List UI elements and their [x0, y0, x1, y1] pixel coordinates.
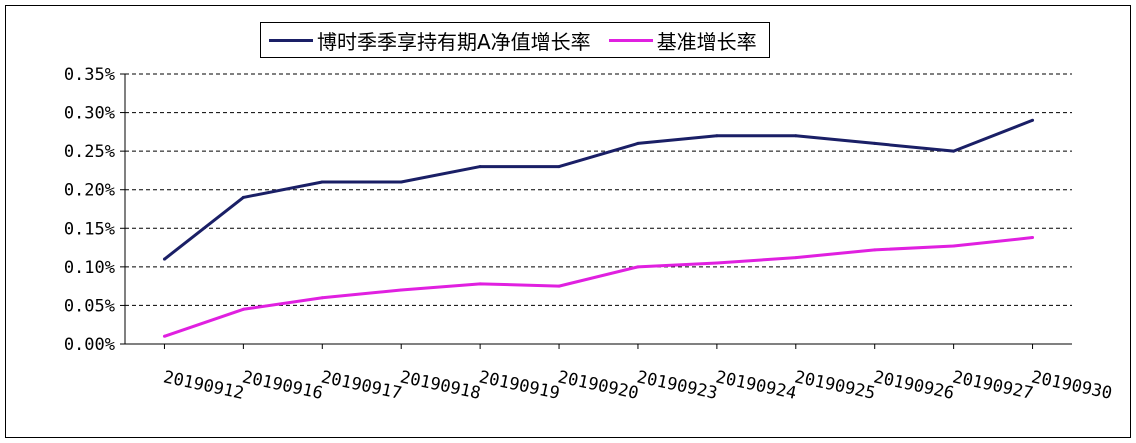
y-tick-label: 0.05% [64, 296, 115, 316]
x-axis-ticks: 2019091220190916201909172019091820190919… [161, 344, 1114, 404]
x-tick-label: 20190912 [161, 367, 245, 404]
y-tick-label: 0.20% [64, 181, 115, 201]
data-point [241, 195, 245, 199]
data-point [241, 307, 245, 311]
data-point [478, 282, 482, 286]
grid-lines [125, 73, 1072, 306]
x-tick-label: 20190924 [714, 367, 798, 404]
legend-label-benchmark: 基准增长率 [656, 29, 757, 54]
x-tick-label: 20190930 [1030, 367, 1114, 404]
chart-frame [5, 5, 1131, 438]
y-tick-label: 0.15% [64, 219, 115, 239]
series-line-1 [163, 236, 1033, 338]
data-point [399, 180, 403, 184]
data-point [952, 244, 956, 248]
legend-label-fund: 博时季季享持有期A净值增长率 [317, 29, 591, 54]
data-point [1031, 236, 1035, 240]
y-tick-label: 0.10% [64, 258, 115, 278]
series-lines [162, 118, 1035, 338]
data-point [320, 296, 324, 300]
series-line-0 [163, 118, 1034, 261]
legend-item-benchmark: 基准增长率 [608, 26, 757, 55]
data-point [399, 288, 403, 292]
data-point [478, 165, 482, 169]
x-tick-label: 20190918 [398, 367, 482, 404]
x-tick-label: 20190916 [240, 367, 324, 404]
data-point [557, 165, 561, 169]
data-point [952, 149, 956, 153]
y-tick-label: 0.00% [64, 335, 115, 355]
y-axis-ticks: 0.00% 0.05% 0.10% 0.15% 0.20% 0.25% 0.30% 0.35% [64, 65, 125, 355]
x-tick-label: 20190923 [635, 367, 719, 404]
data-point [873, 141, 877, 145]
legend: 博时季季享持有期A净值增长率 基准增长率 [260, 22, 770, 58]
axes [124, 74, 1072, 345]
x-tick-label: 20190917 [319, 367, 403, 404]
legend-swatch-benchmark [608, 38, 653, 42]
y-tick-label: 0.35% [64, 65, 115, 85]
x-tick-label: 20190919 [477, 367, 561, 404]
x-tick-label: 20190920 [556, 367, 640, 404]
data-point [636, 141, 640, 145]
x-tick-label: 20190927 [951, 367, 1035, 404]
data-point [715, 134, 719, 138]
data-point [162, 334, 166, 338]
data-point [715, 261, 719, 265]
data-point [873, 248, 877, 252]
x-tick-label: 20190925 [793, 367, 877, 404]
y-tick-label: 0.25% [64, 142, 115, 162]
data-point [320, 180, 324, 184]
data-point [1031, 118, 1035, 122]
y-tick-label: 0.30% [64, 104, 115, 124]
legend-item-fund: 博时季季享持有期A净值增长率 [269, 26, 591, 55]
legend-swatch-fund [269, 38, 313, 42]
data-point [557, 284, 561, 288]
data-point [636, 265, 640, 269]
data-point [794, 256, 798, 260]
data-point [162, 257, 166, 261]
x-tick-label: 20190926 [872, 367, 956, 404]
data-point [794, 134, 798, 138]
